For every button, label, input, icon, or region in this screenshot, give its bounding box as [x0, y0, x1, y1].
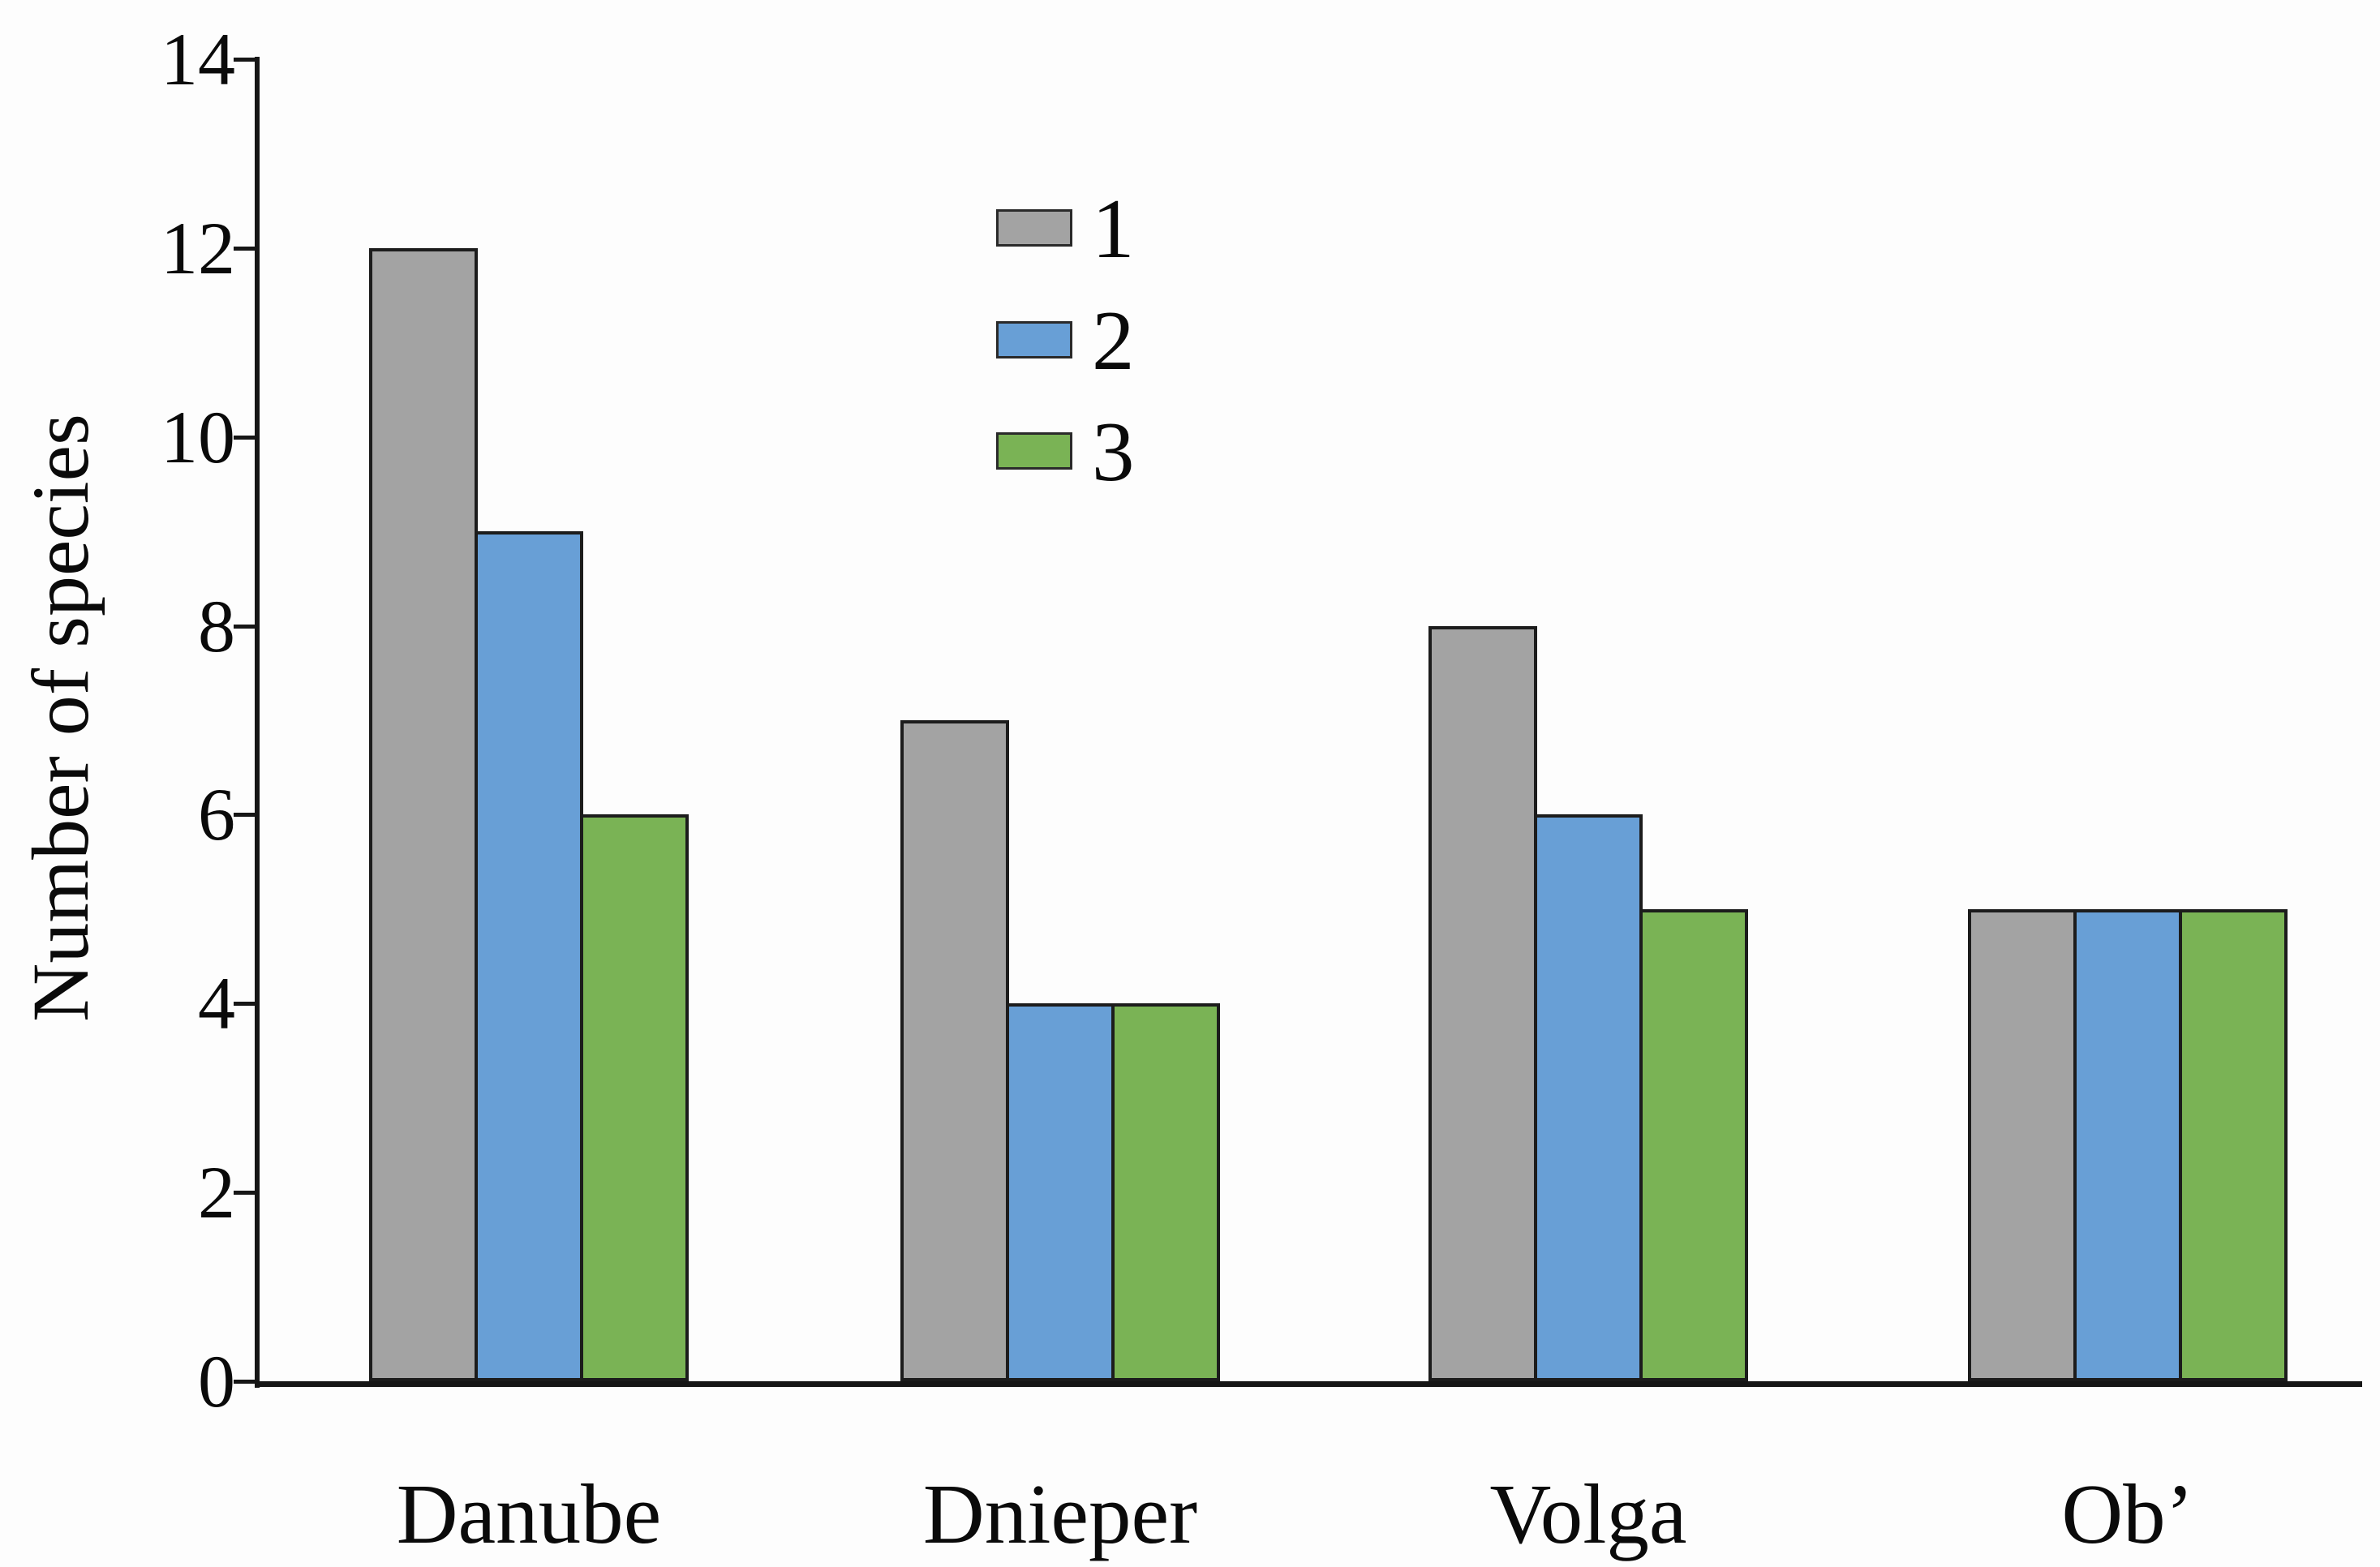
bar-dnieper-series-3: [1111, 1003, 1220, 1381]
y-tick-label-12: 12: [161, 207, 235, 290]
bar-ob-series-1: [1968, 909, 2077, 1381]
y-axis-title: Number of species: [15, 414, 105, 1022]
x-axis-label-danube: Danube: [396, 1466, 662, 1561]
y-tick-label-2: 2: [198, 1151, 235, 1234]
y-tick-label-6: 6: [198, 773, 235, 856]
legend-swatch-3: [996, 432, 1072, 470]
bar-ob-series-3: [2179, 909, 2288, 1381]
y-tick-label-14: 14: [161, 18, 235, 101]
bar-dnieper-series-2: [1006, 1003, 1115, 1381]
y-tick-label-10: 10: [161, 396, 235, 479]
y-tick-4: [234, 1002, 260, 1006]
legend-swatch-1: [996, 209, 1072, 247]
bar-ob-series-2: [2073, 909, 2182, 1381]
x-axis-label-volga: Volga: [1489, 1466, 1687, 1561]
y-tick-10: [234, 436, 260, 440]
bar-danube-series-2: [475, 531, 583, 1381]
x-axis-label-dnieper: Dnieper: [922, 1466, 1198, 1561]
y-tick-2: [234, 1191, 260, 1195]
x-axis-line: [255, 1381, 2362, 1387]
y-tick-0: [234, 1380, 260, 1384]
legend-label-2: 2: [1092, 293, 1135, 388]
bar-danube-series-1: [369, 248, 478, 1381]
y-tick-label-8: 8: [198, 585, 235, 668]
bar-volga-series-1: [1428, 626, 1537, 1381]
y-tick-12: [234, 247, 260, 251]
legend-swatch-2: [996, 321, 1072, 358]
y-axis-line: [255, 57, 260, 1388]
bar-dnieper-series-1: [900, 720, 1009, 1381]
y-tick-label-4: 4: [198, 962, 235, 1045]
x-axis-label-ob: Ob’: [2061, 1466, 2194, 1561]
y-tick-14: [234, 58, 260, 62]
y-tick-8: [234, 625, 260, 629]
bar-volga-series-3: [1639, 909, 1748, 1381]
bar-danube-series-3: [580, 814, 689, 1381]
legend-label-1: 1: [1092, 181, 1135, 276]
y-tick-label-0: 0: [198, 1340, 235, 1423]
legend-label-3: 3: [1092, 404, 1135, 499]
y-tick-6: [234, 813, 260, 817]
bar-volga-series-2: [1534, 814, 1643, 1381]
